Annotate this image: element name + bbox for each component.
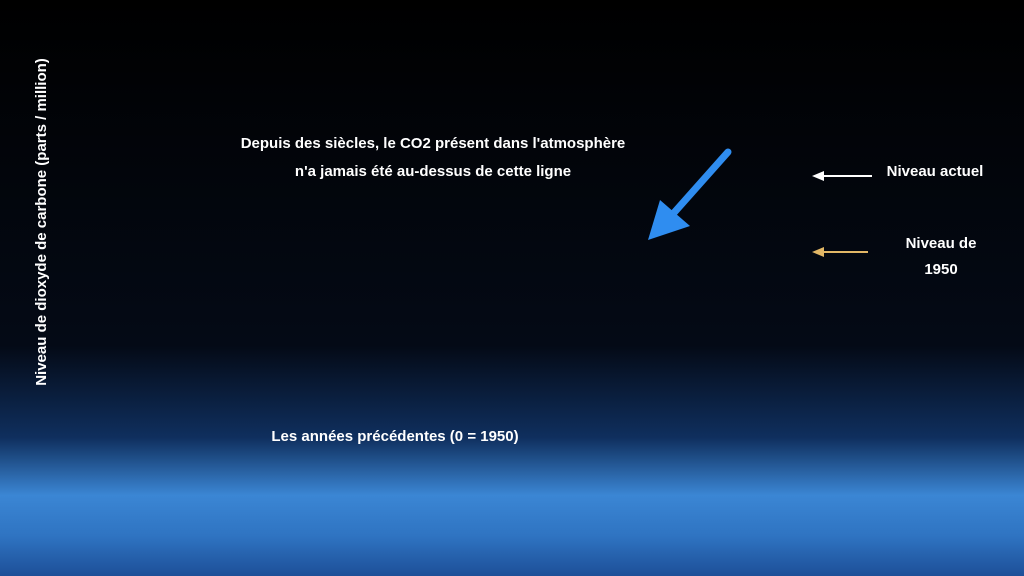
label-1950: Niveau de: [906, 235, 977, 252]
x-axis-label: Les années précédentes (0 = 1950): [271, 428, 518, 445]
label-1950: 1950: [924, 261, 957, 278]
annotation: Depuis des siècles, le CO2 présent dans …: [241, 135, 626, 152]
blue-arrow: [648, 148, 732, 240]
annotation: n'a jamais été au-dessus de cette ligne: [295, 163, 571, 180]
label-current: Niveau actuel: [887, 163, 984, 180]
arrow-current: [812, 171, 872, 181]
y-axis-label: Niveau de dioxyde de carbone (parts / mi…: [33, 58, 50, 386]
arrow-1950: [812, 247, 868, 257]
